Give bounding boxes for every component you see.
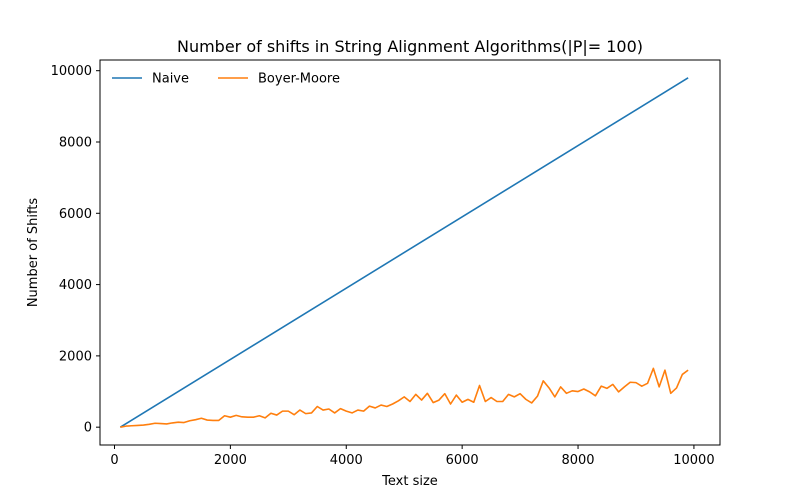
x-axis: 0 2000 4000 6000 8000 10000 <box>110 445 715 468</box>
x-tick-label: 8000 <box>561 453 594 468</box>
x-tick-label: 0 <box>110 453 118 468</box>
y-tick-label: 8000 <box>59 135 92 150</box>
x-tick-label: 10000 <box>673 453 714 468</box>
y-tick-label: 0 <box>84 421 92 436</box>
series-line-naive <box>119 77 689 428</box>
y-tick-label: 6000 <box>59 207 92 222</box>
series-line-boyer-moore <box>120 367 689 428</box>
y-axis: 0 2000 4000 6000 8000 10000 <box>51 64 100 436</box>
plot-area <box>99 59 721 446</box>
chart-title: Number of shifts in String Alignment Alg… <box>177 37 643 56</box>
x-tick-label: 6000 <box>446 453 479 468</box>
plot-frame <box>99 59 721 446</box>
y-tick-label: 2000 <box>59 349 92 364</box>
x-tick-label: 2000 <box>214 453 247 468</box>
y-tick-label: 4000 <box>59 278 92 293</box>
legend-label: Boyer-Moore <box>258 72 340 87</box>
x-tick-label: 4000 <box>330 453 363 468</box>
legend: Naive Boyer-Moore <box>112 72 340 87</box>
y-axis-label: Number of Shifts <box>26 198 41 308</box>
legend-label: Naive <box>152 72 189 87</box>
y-tick-label: 10000 <box>51 64 92 79</box>
x-axis-label: Text size <box>381 474 438 489</box>
